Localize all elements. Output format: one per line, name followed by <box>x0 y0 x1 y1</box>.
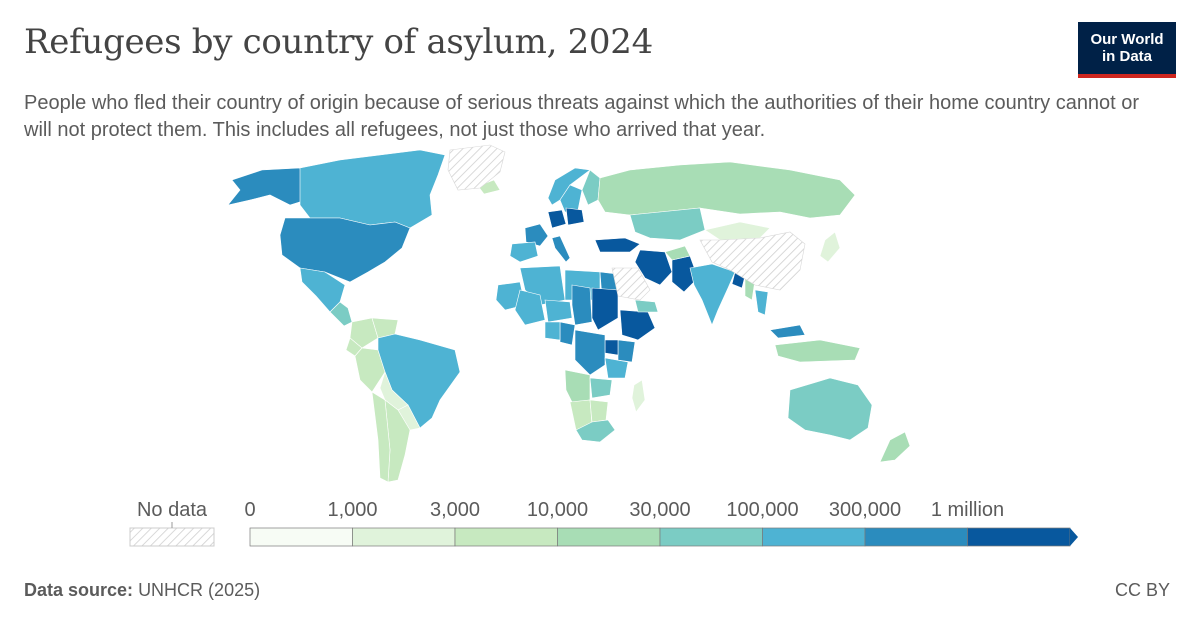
logo-line-1: Our World <box>1090 31 1164 48</box>
legend-tick-label-2: 3,000 <box>430 499 480 521</box>
color-legend: No data 0 1,000 3,000 10,000 30,000 100,000 300… <box>129 499 1078 547</box>
region-cameroon[interactable] <box>559 321 576 346</box>
chart-title: Refugees by country of asylum, 2024 <box>24 22 653 62</box>
data-source-label: Data source: <box>24 580 134 600</box>
region-tanzania[interactable] <box>604 357 629 379</box>
region-colombia[interactable] <box>349 317 379 349</box>
legend-bin-6[interactable] <box>864 527 968 547</box>
region-alaska-united-states[interactable] <box>227 167 307 206</box>
region-no-data-china[interactable] <box>699 231 806 291</box>
legend-tick-label-5: 100,000 <box>726 499 798 521</box>
region-italy[interactable] <box>551 235 571 263</box>
legend-arrow <box>1070 528 1078 546</box>
region-australia[interactable] <box>787 377 873 441</box>
region-congo-drc[interactable] <box>574 329 606 376</box>
legend-bin-0[interactable] <box>249 527 353 547</box>
legend-tick-label-7: 1 million <box>931 499 1004 521</box>
region-south-africa[interactable] <box>575 419 616 443</box>
region-finland[interactable] <box>581 169 601 206</box>
region-japan[interactable] <box>819 231 841 263</box>
region-chad[interactable] <box>571 284 593 326</box>
region-spain[interactable] <box>509 241 539 263</box>
legend-bin-4[interactable] <box>659 527 763 547</box>
legend-tick-label-0: 0 <box>244 499 255 521</box>
legend-bin-1[interactable] <box>352 527 456 547</box>
legend-tick-label-3: 10,000 <box>527 499 588 521</box>
license-link[interactable]: CC BY <box>1114 580 1170 600</box>
legend-no-data-label: No data <box>137 499 208 521</box>
logo-line-2: in Data <box>1101 48 1152 65</box>
region-new-zealand[interactable] <box>879 431 911 463</box>
chart-subtitle: People who fled their country of origin … <box>24 92 1140 141</box>
region-sudan[interactable] <box>591 287 619 331</box>
region-ethiopia[interactable] <box>619 309 656 341</box>
legend-bin-3[interactable] <box>557 527 661 547</box>
region-russia[interactable] <box>597 161 856 219</box>
region-canada[interactable] <box>299 149 446 229</box>
region-poland[interactable] <box>565 207 585 226</box>
region-kazakhstan[interactable] <box>629 207 706 241</box>
data-source-value[interactable]: UNHCR (2025) <box>138 580 261 600</box>
region-central-america[interactable] <box>329 301 353 327</box>
legend-no-data-swatch <box>129 527 215 547</box>
legend-tick-label-6: 300,000 <box>829 499 901 521</box>
region-no-data-greenland[interactable] <box>447 144 506 191</box>
region-no-data-saudi-arabia[interactable] <box>611 267 651 301</box>
region-thailand[interactable] <box>754 289 769 316</box>
region-kenya[interactable] <box>617 339 636 363</box>
region-sweden[interactable] <box>559 184 583 213</box>
region-france[interactable] <box>524 223 549 247</box>
owid-logo[interactable]: Our World in Data <box>1078 22 1176 78</box>
region-indonesia[interactable] <box>774 339 861 363</box>
region-yemen[interactable] <box>634 299 659 313</box>
region-chile[interactable] <box>371 391 391 483</box>
region-zambia[interactable] <box>589 377 613 399</box>
region-malaysia[interactable] <box>769 324 806 339</box>
region-madagascar[interactable] <box>631 379 646 413</box>
legend-tick-label-4: 30,000 <box>629 499 690 521</box>
region-mali[interactable] <box>514 289 546 326</box>
legend-tick-label-1: 1,000 <box>327 499 377 521</box>
map-regions <box>227 144 911 483</box>
region-mongolia[interactable] <box>704 221 771 241</box>
region-botswana[interactable] <box>589 399 609 423</box>
region-uganda[interactable] <box>604 339 619 356</box>
region-india[interactable] <box>689 263 736 326</box>
legend-bin-7[interactable] <box>967 527 1071 547</box>
region-iceland[interactable] <box>477 179 501 195</box>
region-germany[interactable] <box>547 209 567 229</box>
region-afghanistan[interactable] <box>664 245 691 261</box>
region-nigeria[interactable] <box>544 321 561 341</box>
legend-bin-5[interactable] <box>762 527 866 547</box>
region-niger[interactable] <box>544 299 573 323</box>
legend-bin-2[interactable] <box>454 527 558 547</box>
data-source: Data source: UNHCR (2025) <box>24 580 260 601</box>
region-turkey[interactable] <box>594 237 641 253</box>
region-angola[interactable] <box>564 369 591 403</box>
region-united-states[interactable] <box>279 217 411 283</box>
